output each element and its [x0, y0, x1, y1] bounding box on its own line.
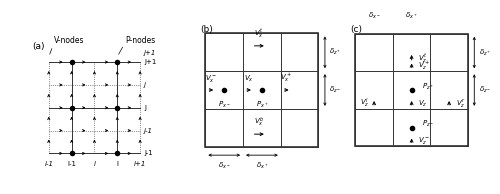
Text: $V_x^t$: $V_x^t$ — [254, 26, 264, 39]
Text: $P_{z^+}$: $P_{z^+}$ — [422, 82, 434, 92]
Text: $P_{x^-}$: $P_{x^-}$ — [218, 100, 230, 110]
Text: $\delta_{x^-}$: $\delta_{x^-}$ — [368, 11, 380, 21]
Text: $\delta_{z^-}$: $\delta_{z^-}$ — [329, 85, 342, 95]
Text: $V_z^-$: $V_z^-$ — [418, 135, 430, 146]
Text: $\delta_{x^+}$: $\delta_{x^+}$ — [256, 161, 268, 171]
Bar — [356, 34, 468, 146]
Text: (c): (c) — [350, 25, 362, 34]
Text: $V_z^l$: $V_z^l$ — [360, 97, 370, 110]
Text: $\delta_{z^+}$: $\delta_{z^+}$ — [478, 48, 491, 58]
Text: $V_x$: $V_x$ — [244, 73, 254, 84]
Text: $V_z^+$: $V_z^+$ — [418, 60, 430, 72]
Text: $P_{x^+}$: $P_{x^+}$ — [256, 100, 268, 110]
Text: $V_z^r$: $V_z^r$ — [456, 97, 465, 110]
Text: J+1: J+1 — [144, 59, 156, 65]
Text: P-nodes: P-nodes — [126, 36, 156, 45]
Text: $\delta_{x^-}$: $\delta_{x^-}$ — [218, 161, 230, 171]
Text: j-1: j-1 — [144, 128, 153, 134]
Text: J: J — [144, 105, 146, 111]
Text: $V_z^t$: $V_z^t$ — [418, 51, 428, 64]
Text: i-1: i-1 — [44, 161, 54, 167]
Text: J-1: J-1 — [144, 150, 153, 156]
Text: j: j — [144, 82, 146, 88]
Text: $\delta_{x^+}$: $\delta_{x^+}$ — [406, 11, 418, 21]
Text: $V_x^-$: $V_x^-$ — [205, 73, 216, 84]
Bar — [206, 33, 318, 146]
Text: I: I — [116, 161, 118, 167]
Text: j+1: j+1 — [144, 50, 156, 56]
Text: $P_{z^-}$: $P_{z^-}$ — [422, 119, 434, 129]
Text: (b): (b) — [200, 25, 213, 34]
Text: $V_x^b$: $V_x^b$ — [254, 115, 264, 129]
Text: (a): (a) — [32, 42, 45, 51]
Text: $V_x^+$: $V_x^+$ — [280, 71, 292, 84]
Text: $\delta_{z^-}$: $\delta_{z^-}$ — [478, 85, 491, 95]
Text: $V_z$: $V_z$ — [418, 98, 428, 108]
Text: I-1: I-1 — [67, 161, 76, 167]
Text: $\delta_{z^+}$: $\delta_{z^+}$ — [329, 47, 342, 57]
Text: V-nodes: V-nodes — [54, 36, 84, 45]
Text: i+1: i+1 — [134, 161, 146, 167]
Text: i: i — [94, 161, 96, 167]
